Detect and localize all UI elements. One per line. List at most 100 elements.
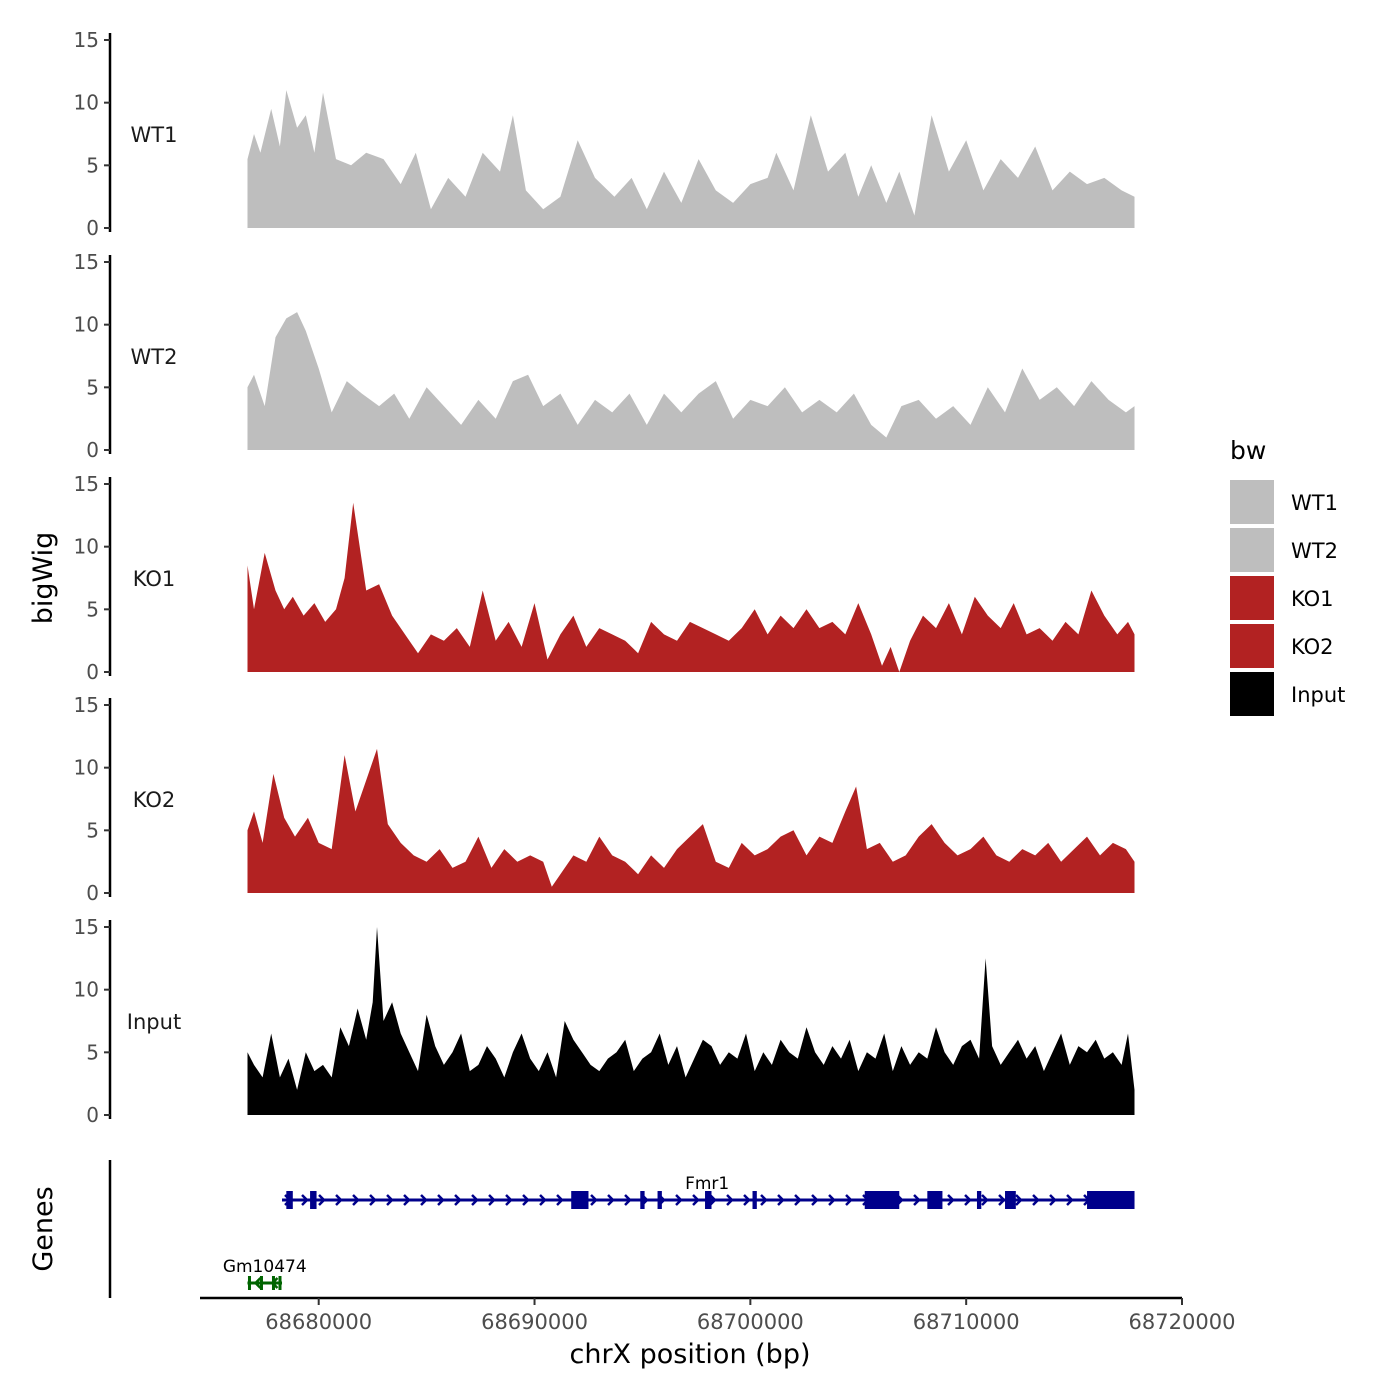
- exon: [310, 1191, 317, 1209]
- strand-chevron: [998, 1194, 1006, 1206]
- strand-chevron: [437, 1194, 445, 1206]
- strand-chevron: [403, 1194, 411, 1206]
- strand-chevron: [318, 1194, 326, 1206]
- legend-label: KO1: [1291, 587, 1334, 611]
- coverage-area-ko1: [247, 502, 1135, 672]
- exon: [927, 1191, 943, 1209]
- strand-chevron: [1015, 1194, 1023, 1206]
- exon: [1005, 1191, 1016, 1209]
- track-label: WT1: [131, 123, 178, 147]
- y-tick-label: 0: [86, 216, 99, 240]
- x-tick-label: 68690000: [481, 1310, 588, 1334]
- strand-chevron: [420, 1194, 428, 1206]
- y-tick-label: 10: [74, 313, 99, 337]
- y-tick-label: 5: [86, 1040, 99, 1064]
- track-label: KO2: [133, 788, 176, 812]
- legend-item-wt1: WT1: [1230, 480, 1338, 524]
- strand-chevron: [1032, 1194, 1040, 1206]
- y-tick-label: 5: [86, 818, 99, 842]
- exon: [640, 1191, 645, 1209]
- strand-chevron: [454, 1194, 462, 1206]
- strand-chevron: [709, 1194, 717, 1206]
- legend-swatch: [1230, 576, 1274, 620]
- track-panels: 0 5 10 15 WT1 0 5 10 15 WT2 0 5 10 15 KO1 0 5 10 15 KO2 0 5 10…: [74, 28, 1135, 1127]
- track-label: Input: [127, 1010, 181, 1034]
- x-tick-label: 68720000: [1129, 1310, 1236, 1334]
- strand-chevron: [913, 1194, 921, 1206]
- gene-name: Gm10474: [223, 1257, 307, 1277]
- strand-chevron: [505, 1194, 513, 1206]
- strand-chevron: [624, 1194, 632, 1206]
- y-tick-label: 15: [74, 472, 99, 496]
- gene-fmr1: Fmr1: [282, 1174, 1135, 1209]
- strand-chevron: [556, 1194, 564, 1206]
- strand-chevron: [607, 1194, 615, 1206]
- legend: bw WT1 WT2 KO1 KO2 Input: [1230, 436, 1345, 716]
- legend-item-wt2: WT2: [1230, 528, 1338, 572]
- legend-swatch: [1230, 528, 1274, 572]
- y-tick-label: 15: [74, 250, 99, 274]
- exon: [976, 1191, 982, 1209]
- gene-gm10474: Gm10474: [223, 1257, 307, 1290]
- strand-chevron: [590, 1194, 598, 1206]
- y-tick-label: 15: [74, 915, 99, 939]
- track-ko2: 0 5 10 15 KO2: [74, 693, 1135, 905]
- strand-chevron: [352, 1194, 360, 1206]
- exon: [752, 1191, 757, 1209]
- x-axis-title: chrX position (bp): [569, 1339, 810, 1370]
- gene-name: Fmr1: [685, 1174, 729, 1194]
- y-tick-label: 0: [86, 1103, 99, 1127]
- strand-chevron: [253, 1277, 262, 1289]
- strand-chevron: [726, 1194, 734, 1206]
- track-input: 0 5 10 15 Input: [74, 915, 1135, 1127]
- strand-chevron: [692, 1194, 700, 1206]
- exon: [1087, 1191, 1135, 1209]
- legend-swatch: [1230, 624, 1274, 668]
- strand-chevron: [301, 1194, 309, 1206]
- y-tick-label: 0: [86, 881, 99, 905]
- x-tick-label: 68710000: [913, 1310, 1020, 1334]
- y-tick-label: 0: [86, 438, 99, 462]
- strand-chevron: [777, 1194, 785, 1206]
- strand-chevron: [794, 1194, 802, 1206]
- y-tick-label: 10: [74, 535, 99, 559]
- legend-title: bw: [1230, 436, 1266, 465]
- y-tick-label: 10: [74, 756, 99, 780]
- coverage-area-wt1: [247, 90, 1135, 228]
- strand-chevron: [743, 1194, 751, 1206]
- track-wt2: 0 5 10 15 WT2: [74, 250, 1135, 462]
- strand-chevron: [522, 1194, 530, 1206]
- coverage-area-input: [247, 927, 1135, 1115]
- track-ko1: 0 5 10 15 KO1: [74, 472, 1135, 684]
- legend-item-ko2: KO2: [1230, 624, 1334, 668]
- legend-label: WT2: [1291, 539, 1338, 563]
- track-label: KO1: [133, 567, 176, 591]
- track-label: WT2: [131, 345, 178, 369]
- strand-chevron: [488, 1194, 496, 1206]
- legend-item-input: Input: [1230, 672, 1345, 716]
- strand-chevron: [1066, 1194, 1074, 1206]
- strand-chevron: [539, 1194, 547, 1206]
- y-tick-label: 5: [86, 597, 99, 621]
- y-tick-label: 5: [86, 153, 99, 177]
- exon: [864, 1191, 900, 1209]
- track-wt1: 0 5 10 15 WT1: [74, 28, 1135, 240]
- legend-label: Input: [1291, 683, 1345, 707]
- strand-chevron: [845, 1194, 853, 1206]
- coverage-area-ko2: [247, 748, 1135, 893]
- legend-swatch: [1230, 672, 1274, 716]
- strand-chevron: [335, 1194, 343, 1206]
- strand-chevron: [369, 1194, 377, 1206]
- strand-chevron: [811, 1194, 819, 1206]
- y-tick-label: 5: [86, 375, 99, 399]
- x-tick-label: 68680000: [265, 1310, 372, 1334]
- exon: [705, 1191, 712, 1209]
- genes-track-title: Genes: [28, 1186, 59, 1271]
- strand-chevron: [964, 1194, 972, 1206]
- y-tick-label: 15: [74, 28, 99, 52]
- y-axis-title: bigWig: [28, 532, 59, 625]
- x-tick-label: 68700000: [697, 1310, 804, 1334]
- x-axis: 68680000 68690000 68700000 68710000 68720000: [200, 1296, 1236, 1334]
- strand-chevron: [471, 1194, 479, 1206]
